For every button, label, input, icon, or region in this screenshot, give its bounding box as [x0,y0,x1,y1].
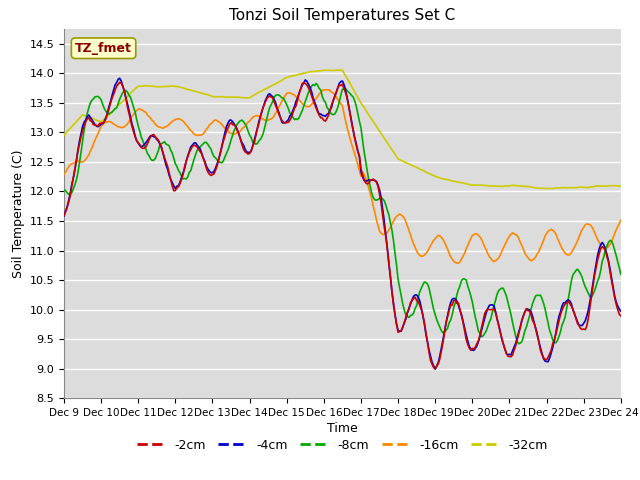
X-axis label: Time: Time [327,422,358,435]
Title: Tonzi Soil Temperatures Set C: Tonzi Soil Temperatures Set C [229,9,456,24]
Text: TZ_fmet: TZ_fmet [75,42,132,55]
Y-axis label: Soil Temperature (C): Soil Temperature (C) [12,149,26,278]
Legend: -2cm, -4cm, -8cm, -16cm, -32cm: -2cm, -4cm, -8cm, -16cm, -32cm [132,434,553,457]
